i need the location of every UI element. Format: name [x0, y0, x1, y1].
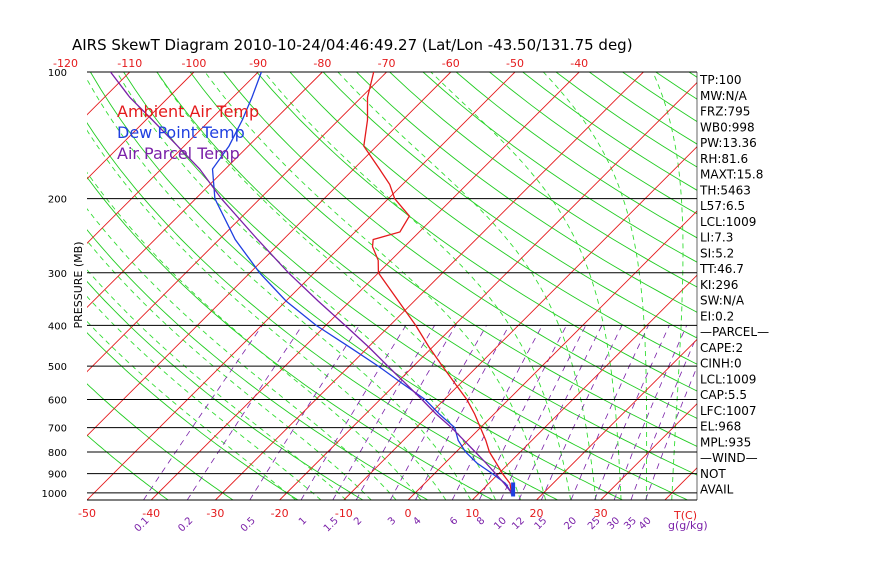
mixing-ratio-tick-label: 20 [562, 515, 579, 532]
top-temp-tick-label: -60 [442, 57, 460, 70]
pressure-tick-label: 200 [48, 195, 67, 206]
pressure-tick-label: 500 [48, 362, 67, 373]
bottom-temp-tick-label: -30 [206, 507, 224, 520]
dry-adiabat-line [656, 72, 870, 500]
top-temp-tick-label: -120 [53, 57, 78, 70]
top-temp-tick-label: -100 [181, 57, 206, 70]
legend-entry: Air Parcel Temp [117, 144, 240, 163]
pressure-tick-label: 800 [48, 448, 67, 459]
mixing-ratio-tick-label: 0.5 [239, 515, 258, 534]
pressure-tick-label: 900 [48, 470, 67, 481]
top-temp-tick-label: -70 [378, 57, 396, 70]
index-entry: EI:0.2 [700, 309, 734, 323]
index-entry: SI:5.2 [700, 246, 734, 260]
mixing-ratio-tick-label: 40 [637, 515, 654, 532]
dry-adiabat-line [490, 72, 870, 500]
dry-adiabat-line [756, 72, 870, 500]
index-entry: LI:7.3 [700, 231, 733, 245]
index-entry: LFC:1007 [700, 404, 757, 418]
top-temp-tick-label: -80 [313, 57, 331, 70]
legend: Ambient Air Temp Dew Point Temp Air Parcel… [117, 102, 259, 163]
index-entry: AVAIL [700, 483, 734, 497]
index-entry: TT:46.7 [699, 262, 744, 276]
index-entry: MW:N/A [700, 89, 748, 103]
legend-entry: Ambient Air Temp [117, 102, 259, 121]
chart-title: AIRS SkewT Diagram 2010-10-24/04:46:49.2… [72, 36, 633, 54]
bottom-temp-tick-label: -50 [78, 507, 96, 520]
isotherm-line [472, 72, 870, 500]
index-entry: MAXT:15.8 [700, 168, 763, 182]
dry-adiabat-line [290, 72, 870, 500]
mixing-ratio-tick-label: 10 [492, 515, 509, 532]
bottom-temp-tick-label: -20 [271, 507, 289, 520]
top-temp-tick-label: -110 [117, 57, 142, 70]
index-entry: TP:100 [699, 73, 742, 87]
mixing-ratio-tick-label: 8 [475, 515, 487, 527]
index-entry: L57:6.5 [700, 199, 745, 213]
pressure-tick-label: 600 [48, 395, 67, 406]
index-entry: LCL:1009 [700, 215, 756, 229]
moist-adiabat-line [653, 72, 683, 500]
moist-adiabat-line [205, 72, 546, 500]
index-entry: —PARCEL— [700, 325, 769, 339]
y-axis-label: PRESSURE (MB) [72, 242, 85, 329]
isotherm-line [408, 72, 836, 500]
index-entry: CAP:5.5 [700, 388, 747, 402]
index-entry: NOT [700, 467, 726, 481]
index-entry: CINH:0 [700, 357, 742, 371]
isotherm-line [0, 72, 130, 500]
top-temp-tick-label: -90 [249, 57, 267, 70]
mixing-ratio-tick-label: 3 [386, 515, 398, 527]
bottom-temp-tick-label: 0 [405, 507, 412, 520]
dry-adiabat-line [357, 72, 870, 500]
mixing-ratio-tick-label: 30 [605, 515, 622, 532]
moist-adiabat-line [543, 72, 646, 500]
pressure-tick-label: 400 [48, 321, 67, 332]
index-entry: —WIND— [700, 451, 758, 465]
pressure-tick-label: 1000 [42, 489, 67, 500]
mixing-ratio-tick-label: 12 [510, 515, 527, 532]
index-entry: RH:81.6 [700, 152, 748, 166]
index-entry: TH:5463 [699, 183, 751, 197]
index-entry: LCL:1009 [700, 372, 756, 386]
isotherm-line [0, 72, 1, 500]
bottom-temp-tick-label: -10 [335, 507, 353, 520]
surface-marker [511, 482, 515, 496]
mixing-ratio-tick-label: 6 [448, 515, 460, 527]
mixing-ratio-tick-label: 0.2 [176, 515, 195, 534]
top-temp-tick-label: -40 [570, 57, 588, 70]
dry-adiabat-line [157, 72, 753, 500]
index-entry: SW:N/A [700, 294, 745, 308]
mixing-ratio-unit: g(g/kg) [668, 519, 708, 532]
index-entry: PW:13.36 [700, 136, 757, 150]
pressure-tick-label: 700 [48, 424, 67, 435]
index-entry: FRZ:795 [700, 105, 750, 119]
dry-adiabat-line [323, 72, 870, 500]
dry-adiabat-line [789, 72, 870, 500]
index-entry: EL:968 [700, 420, 741, 434]
mixing-ratio-tick-label: 4 [411, 515, 423, 527]
mixing-ratio-tick-label: 2 [352, 515, 364, 527]
top-temp-tick-label: -50 [506, 57, 524, 70]
dry-adiabat-line [456, 72, 870, 500]
isotherm-line [280, 72, 708, 500]
dry-adiabat-line [390, 72, 870, 500]
mixing-ratio-tick-label: 1 [297, 515, 309, 527]
dry-adiabat-line [223, 72, 870, 500]
index-entry: CAPE:2 [700, 341, 743, 355]
dry-adiabat-line [257, 72, 870, 500]
index-entry: KI:296 [700, 278, 738, 292]
isotherm-line [0, 72, 66, 500]
index-entry: MPL:935 [700, 435, 751, 449]
pressure-tick-label: 300 [48, 269, 67, 280]
dry-adiabat-line [523, 72, 870, 500]
index-entry: WB0:998 [700, 120, 755, 134]
legend-entry: Dew Point Temp [117, 123, 245, 142]
